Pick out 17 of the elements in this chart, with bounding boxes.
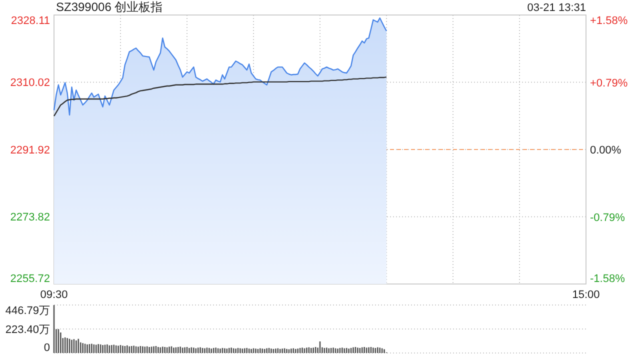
y2-tick-label: -0.79% (590, 212, 626, 224)
chart-title: SZ399006 创业板指 (56, 0, 163, 14)
y2-tick-label: +0.79% (590, 77, 628, 90)
y-tick-label: 223.40万 (5, 324, 50, 336)
text: 03-21 13:31 (527, 2, 586, 14)
x-tick-label: 15:00 (572, 289, 600, 301)
y2-tick-label: +1.58% (590, 15, 628, 27)
y2-tick-label: -1.58% (590, 273, 626, 285)
y-tick-label: 2273.82 (10, 212, 50, 224)
y-tick-label: 2291.92 (10, 144, 50, 156)
y-tick-label: 446.79万 (5, 305, 50, 317)
y-tick-label: 0 (44, 342, 50, 354)
y-tick-label: 2310.02 (10, 77, 50, 90)
y-tick-label: 2328.11 (11, 15, 50, 27)
y-tick-label: 2255.72 (10, 273, 50, 285)
y2-tick-label: 0.00% (590, 144, 622, 156)
x-tick-label: 09:30 (40, 289, 68, 301)
